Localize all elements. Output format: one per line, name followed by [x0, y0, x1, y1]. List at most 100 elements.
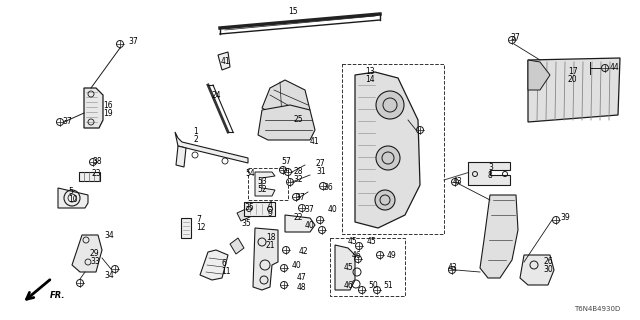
- Text: 37: 37: [128, 37, 138, 46]
- Text: 37: 37: [295, 194, 305, 203]
- Polygon shape: [253, 228, 278, 290]
- Text: 47: 47: [297, 274, 307, 283]
- Text: 35: 35: [244, 203, 253, 212]
- Text: 35: 35: [241, 219, 251, 228]
- Text: 39: 39: [560, 213, 570, 222]
- Polygon shape: [262, 80, 310, 118]
- Text: 43: 43: [453, 178, 463, 187]
- Text: 18: 18: [266, 234, 275, 243]
- Text: 24: 24: [211, 92, 221, 100]
- Polygon shape: [58, 188, 88, 208]
- Text: 32: 32: [293, 174, 303, 183]
- Text: 14: 14: [365, 76, 374, 84]
- Polygon shape: [181, 218, 191, 238]
- Text: 17: 17: [568, 68, 578, 76]
- Text: 16: 16: [103, 100, 113, 109]
- Text: 25: 25: [293, 116, 303, 124]
- Text: 31: 31: [316, 167, 326, 177]
- Text: 57: 57: [281, 157, 291, 166]
- Text: 52: 52: [257, 186, 267, 195]
- Text: 34: 34: [104, 231, 114, 241]
- Text: 37: 37: [304, 205, 314, 214]
- Text: 6: 6: [221, 259, 226, 268]
- Polygon shape: [84, 88, 103, 128]
- Text: 3: 3: [488, 164, 493, 172]
- Polygon shape: [237, 208, 252, 221]
- Text: 46: 46: [352, 251, 362, 260]
- Polygon shape: [79, 172, 100, 181]
- Polygon shape: [72, 235, 102, 272]
- Text: 36: 36: [323, 183, 333, 193]
- Text: 22: 22: [293, 213, 303, 222]
- Circle shape: [376, 146, 400, 170]
- Text: 43: 43: [448, 263, 458, 273]
- Text: 45: 45: [344, 263, 354, 273]
- Text: 37: 37: [510, 34, 520, 43]
- Text: 19: 19: [103, 108, 113, 117]
- Text: 10: 10: [68, 196, 77, 204]
- Text: 30: 30: [543, 266, 553, 275]
- Polygon shape: [528, 60, 550, 90]
- Text: 54: 54: [245, 170, 255, 179]
- Text: 34: 34: [104, 270, 114, 279]
- Text: 40: 40: [292, 261, 301, 270]
- Polygon shape: [176, 146, 186, 167]
- Text: 37: 37: [62, 116, 72, 125]
- Text: 53: 53: [257, 178, 267, 187]
- Text: 2: 2: [193, 134, 198, 143]
- Text: 41: 41: [221, 58, 230, 67]
- Text: 38: 38: [92, 157, 102, 166]
- Text: 29: 29: [90, 249, 100, 258]
- Text: 50: 50: [368, 282, 378, 291]
- Text: 44: 44: [610, 63, 620, 73]
- Polygon shape: [355, 72, 420, 228]
- Text: T6N4B4930D: T6N4B4930D: [573, 306, 620, 312]
- Text: 13: 13: [365, 68, 374, 76]
- Text: 40: 40: [305, 220, 315, 229]
- Bar: [248, 168, 288, 200]
- Polygon shape: [244, 202, 275, 216]
- Polygon shape: [480, 195, 518, 278]
- Text: 51: 51: [383, 282, 392, 291]
- Text: 45: 45: [348, 237, 358, 246]
- Text: 26: 26: [543, 258, 552, 267]
- Bar: [342, 64, 444, 234]
- Text: 1: 1: [193, 126, 198, 135]
- Polygon shape: [335, 245, 355, 290]
- Text: 9: 9: [268, 209, 273, 218]
- Text: 21: 21: [266, 242, 275, 251]
- Polygon shape: [200, 250, 228, 280]
- Polygon shape: [230, 238, 244, 254]
- Text: 23: 23: [92, 170, 102, 179]
- Polygon shape: [468, 162, 510, 185]
- Polygon shape: [175, 132, 248, 163]
- Text: 48: 48: [297, 284, 307, 292]
- Bar: [330, 238, 405, 296]
- Text: 46: 46: [344, 281, 354, 290]
- Text: 33: 33: [90, 257, 100, 266]
- Text: 42: 42: [299, 247, 308, 257]
- Polygon shape: [520, 255, 554, 285]
- Text: 12: 12: [196, 223, 205, 233]
- Text: 20: 20: [568, 76, 578, 84]
- Text: 11: 11: [221, 267, 230, 276]
- Text: 7: 7: [196, 215, 201, 225]
- Polygon shape: [285, 215, 315, 232]
- Text: 49: 49: [387, 252, 397, 260]
- Text: 4: 4: [268, 201, 273, 210]
- Polygon shape: [258, 105, 315, 140]
- Text: FR.: FR.: [50, 291, 65, 300]
- Circle shape: [376, 91, 404, 119]
- Polygon shape: [218, 52, 230, 70]
- Text: 40: 40: [328, 205, 338, 214]
- Text: 15: 15: [288, 7, 298, 17]
- Text: 41: 41: [310, 138, 319, 147]
- Text: 8: 8: [488, 172, 493, 180]
- Text: 45: 45: [367, 237, 377, 246]
- Circle shape: [375, 190, 395, 210]
- Polygon shape: [255, 172, 275, 196]
- Text: 5: 5: [68, 188, 73, 196]
- Polygon shape: [528, 58, 620, 122]
- Text: 28: 28: [293, 166, 303, 175]
- Text: 27: 27: [316, 159, 326, 169]
